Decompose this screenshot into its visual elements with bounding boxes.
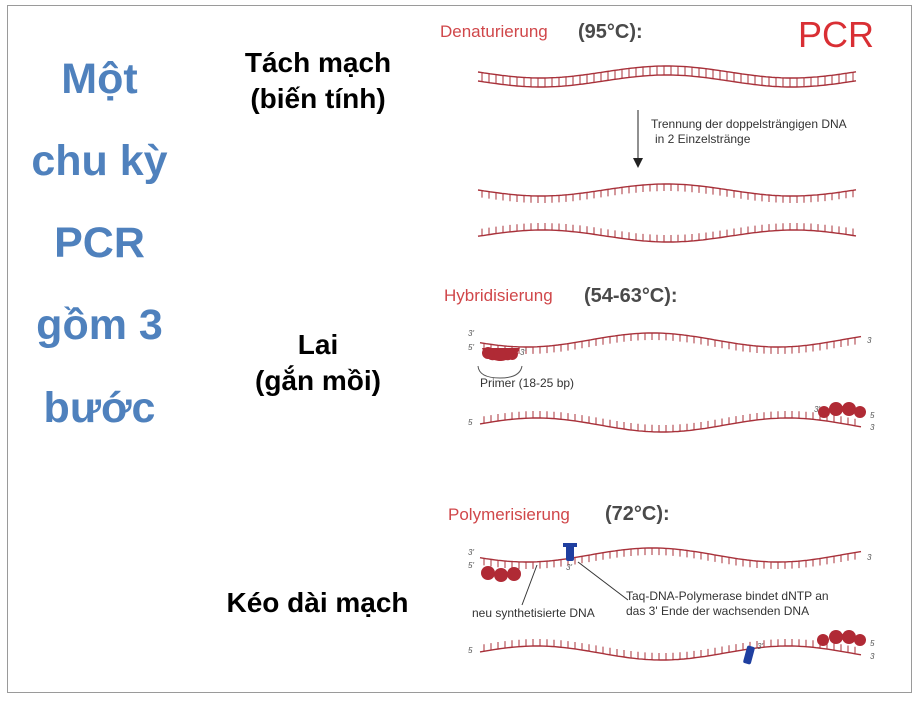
end-label: 3' (520, 348, 526, 357)
stage-extension-name: Polymerisierung (448, 505, 570, 524)
end-label: 5 (468, 418, 473, 427)
primer-ext-bottom (817, 630, 866, 646)
primer-brace (477, 365, 523, 379)
polymerase-bottom-icon (743, 645, 755, 665)
title-line: PCR (54, 219, 145, 268)
polymerase-pointer (577, 561, 629, 601)
polymerase-top-icon (563, 543, 577, 561)
end-label: 3 (870, 652, 875, 661)
stage-denaturation-temp: (95°C): (578, 21, 643, 43)
separation-note: Trennung der doppelsträngigen DNA (651, 117, 847, 131)
end-label: 5 (870, 411, 875, 420)
dna-single-strand-top (477, 183, 857, 203)
primer-top (482, 347, 520, 361)
stage-denaturation-name: Denaturierung (440, 22, 548, 41)
title-line: Một (61, 55, 138, 103)
end-label: 5' (468, 343, 474, 352)
step-line: (gắn mồi) (255, 364, 381, 396)
stage-extension-temp: (72°C): (605, 503, 670, 525)
dna-extension-strand-bottom (479, 639, 862, 661)
step-line: Kéo dài mạch (226, 587, 409, 618)
slide-title: Một chu kỳ PCR gồm 3 bước (12, 38, 187, 449)
slide-frame (7, 5, 912, 693)
separation-note: in 2 Einzelstränge (655, 132, 751, 146)
title-line: bước (43, 383, 156, 432)
primer-bottom (818, 402, 866, 418)
end-label: 3' (468, 329, 474, 338)
step-denaturation-label: Tách mạch (biến tính) (218, 45, 418, 116)
end-label: 3 (867, 336, 872, 345)
end-label: 5' (468, 561, 474, 570)
step-annealing-label: Lai (gắn mồi) (218, 327, 418, 398)
end-label: 5 (468, 646, 473, 655)
end-label: 3' (814, 405, 820, 414)
dna-double-strand (477, 65, 857, 88)
polymerase-note: Taq-DNA-Polymerase bindet dNTP an (626, 589, 829, 603)
primer-note: Primer (18-25 bp) (480, 376, 574, 390)
dna-single-strand-bottom (477, 223, 857, 243)
dna-annealing-strand-top (479, 332, 862, 354)
pcr-label: PCR (798, 14, 874, 55)
end-label: 3 (870, 423, 875, 432)
step-line: Tách mạch (244, 47, 392, 78)
new-dna-pointer (521, 564, 538, 606)
primer-ext-top (481, 566, 521, 582)
title-line: chu kỳ (31, 137, 168, 186)
end-label: 3' (566, 563, 572, 572)
step-extension-label: Kéo dài mạch (205, 585, 430, 621)
step-line: Lai (297, 329, 339, 360)
polymerase-note: das 3' Ende der wachsenden DNA (626, 604, 809, 618)
title-line: gồm 3 (36, 301, 163, 350)
stage-annealing-name: Hybridisierung (444, 286, 553, 305)
step-line: (biến tính) (250, 82, 386, 114)
dna-strands (477, 65, 862, 661)
arrow-head-icon (633, 158, 643, 168)
end-label: 5 (870, 639, 875, 648)
stage-annealing-temp: (54-63°C): (584, 285, 678, 307)
dna-annealing-strand-bottom (479, 411, 862, 433)
end-label: 3' (757, 642, 763, 651)
new-dna-note: neu synthetisierte DNA (472, 606, 595, 620)
end-label: 3' (468, 548, 474, 557)
dna-extension-strand-top (479, 547, 862, 569)
end-label: 3 (867, 553, 872, 562)
